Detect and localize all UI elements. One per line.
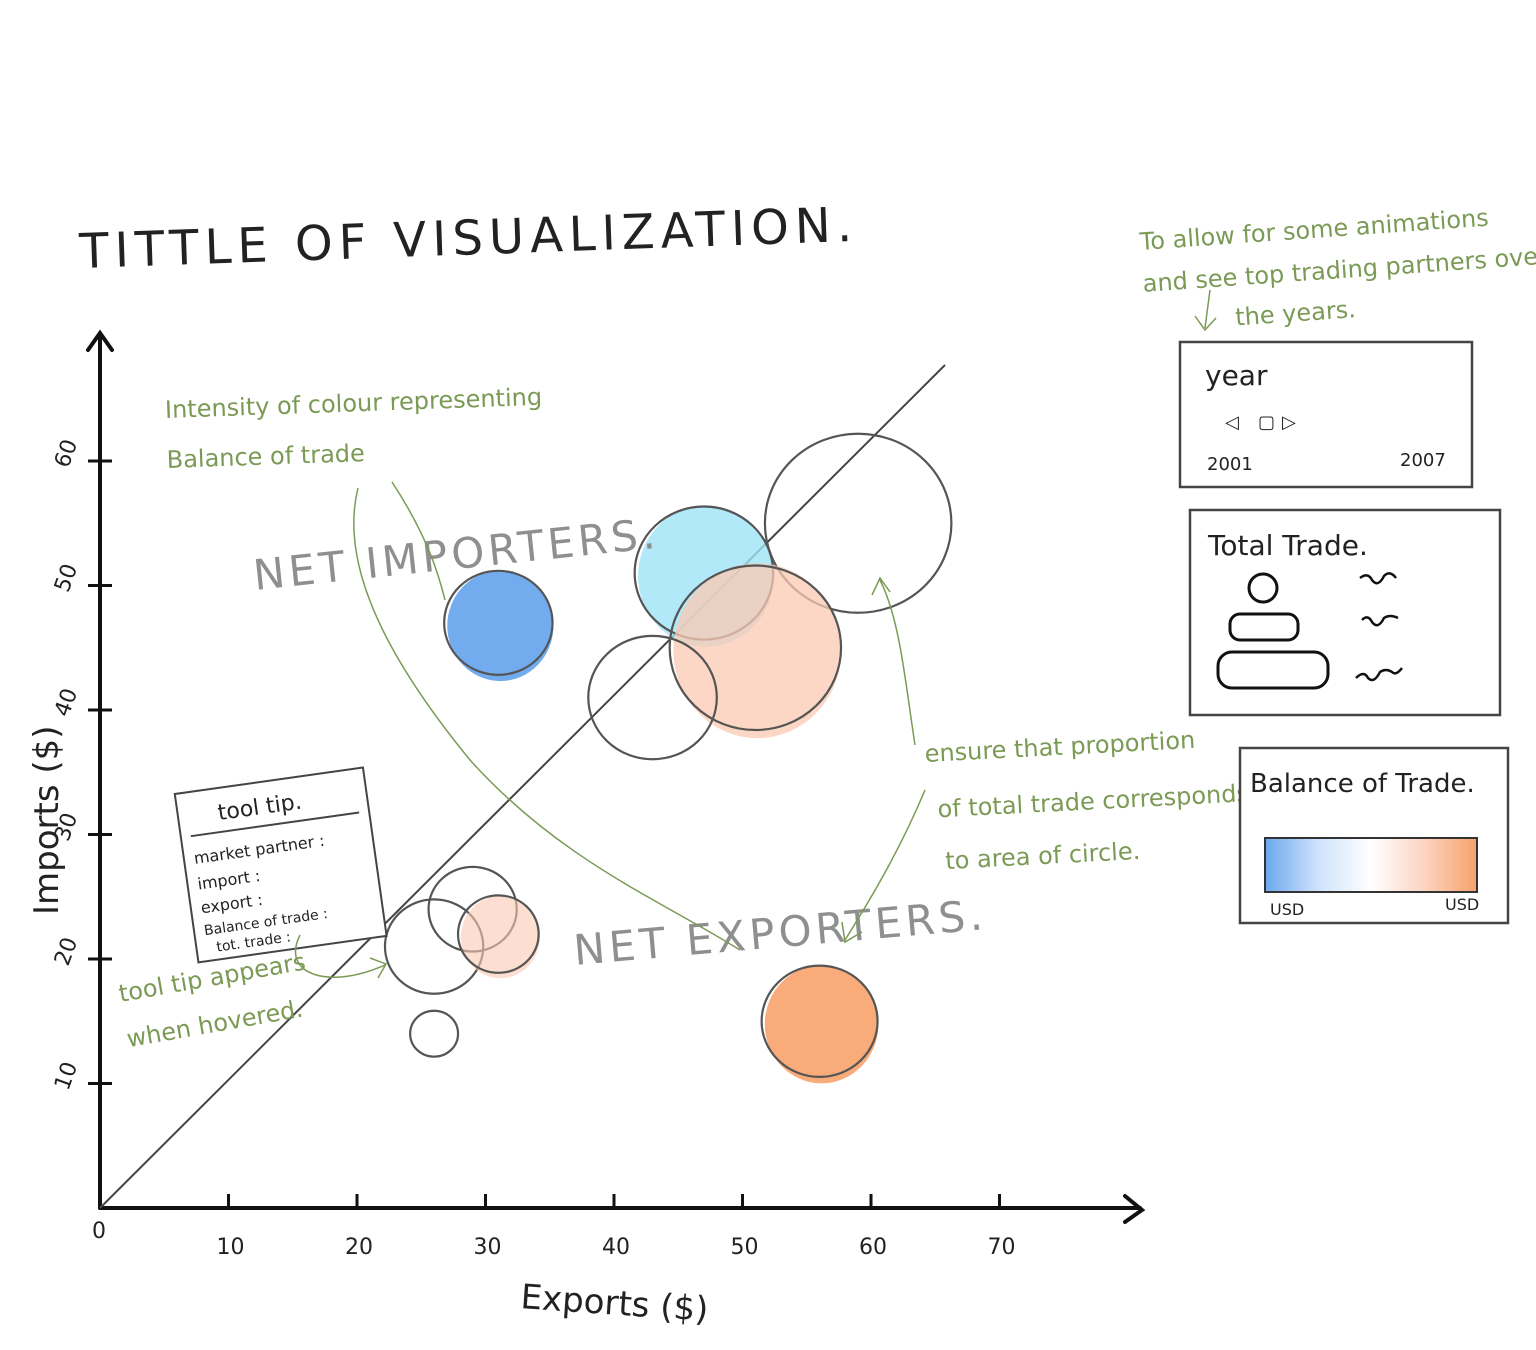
tooltip-mockup: tool tip. market partner : import : expo… bbox=[173, 766, 388, 964]
year-panel[interactable]: year ◁ ▢ ▷ 2001 2007 bbox=[1178, 340, 1474, 489]
x-tick-label: 70 bbox=[988, 1235, 1016, 1260]
year-panel-box bbox=[1178, 340, 1474, 489]
tooltip-hover-note: tool tip appears when hovered. bbox=[117, 947, 308, 1054]
x-tick-label: 20 bbox=[345, 1235, 373, 1260]
squiggle-icon bbox=[1359, 572, 1397, 585]
y-tick-label: 60 bbox=[50, 436, 83, 471]
chart-axes bbox=[86, 329, 1146, 1224]
animation-note: To allow for some animations and see top… bbox=[1138, 204, 1536, 332]
color-intensity-note: Intensity of colour representing Balance… bbox=[165, 383, 543, 474]
next-icon[interactable]: ▷ bbox=[1282, 412, 1296, 433]
balance-color-ramp bbox=[1264, 837, 1478, 893]
note-line: To allow for some animations bbox=[1138, 204, 1490, 256]
bubble-layer bbox=[383, 432, 953, 1084]
net-importers-label: NET IMPORTERS. bbox=[251, 509, 661, 600]
balance-title: Balance of Trade. bbox=[1250, 769, 1475, 799]
squiggle-icon bbox=[1355, 667, 1403, 682]
curved-arrow-icon bbox=[353, 487, 741, 951]
squiggle-icon bbox=[1361, 614, 1399, 627]
bubble-outline[interactable] bbox=[587, 634, 718, 761]
note-line: when hovered. bbox=[125, 995, 305, 1054]
bubble-outline[interactable] bbox=[456, 894, 540, 974]
chart-title: TITTLE OF VISUALIZATION. bbox=[77, 197, 858, 280]
y-tick-label: 20 bbox=[50, 934, 83, 969]
x-tick-label: 50 bbox=[731, 1235, 759, 1260]
bubble-outline[interactable] bbox=[409, 1009, 460, 1058]
curved-arrow-icon bbox=[294, 934, 388, 979]
x-tick-label: 60 bbox=[859, 1235, 887, 1260]
x-tick-label: 30 bbox=[474, 1235, 502, 1260]
curved-arrow-icon bbox=[871, 576, 916, 746]
note-line: Intensity of colour representing bbox=[165, 383, 543, 424]
x-axis-arrow bbox=[1123, 1194, 1146, 1224]
x-tick-label: 40 bbox=[602, 1235, 630, 1260]
total-trade-title: Total Trade. bbox=[1207, 529, 1368, 562]
bubble-fill[interactable] bbox=[447, 570, 554, 682]
reference-line bbox=[99, 364, 946, 1209]
bubble-fill[interactable] bbox=[673, 563, 842, 739]
y-tick-label: 50 bbox=[50, 561, 83, 596]
bubble-fill[interactable] bbox=[460, 895, 540, 979]
bubble-fill[interactable] bbox=[764, 965, 879, 1084]
area-note: ensure that proportion of total trade co… bbox=[924, 726, 1250, 875]
year-end: 2007 bbox=[1400, 450, 1446, 471]
size-legend-small bbox=[1247, 572, 1279, 604]
bubble-outline[interactable] bbox=[668, 564, 843, 732]
x-tick-label: 0 bbox=[92, 1219, 106, 1244]
note-line: ensure that proportion bbox=[924, 726, 1196, 768]
size-legend-medium bbox=[1228, 612, 1300, 642]
note-line: of total trade corresponds bbox=[937, 779, 1250, 823]
x-tick-label: 10 bbox=[217, 1235, 245, 1260]
y-axis-label: Imports ($) bbox=[27, 725, 67, 915]
balance-right-label: USD bbox=[1445, 895, 1479, 914]
bubble-outline[interactable] bbox=[763, 432, 953, 614]
prev-icon[interactable]: ◁ bbox=[1225, 412, 1239, 433]
pause-icon[interactable]: ▢ bbox=[1258, 412, 1275, 433]
year-label: year bbox=[1205, 359, 1268, 392]
down-arrow-icon bbox=[1194, 289, 1217, 332]
bubble-outline[interactable] bbox=[760, 964, 879, 1078]
y-tick-label: 40 bbox=[50, 685, 83, 720]
total-trade-legend: Total Trade. bbox=[1188, 508, 1502, 717]
note-line: the years. bbox=[1234, 295, 1356, 331]
x-axis-ticks: 0 10 20 30 40 50 60 70 bbox=[92, 1194, 1016, 1260]
tooltip-divider bbox=[190, 811, 360, 838]
x-axis-label: Exports ($) bbox=[519, 1277, 709, 1330]
net-exporters-label: NET EXPORTERS. bbox=[572, 890, 989, 975]
curved-arrow-icon bbox=[391, 481, 446, 601]
balance-box bbox=[1238, 746, 1510, 925]
note-line: to area of circle. bbox=[945, 837, 1141, 875]
curved-arrow-icon bbox=[841, 789, 926, 944]
y-axis-arrow bbox=[86, 329, 114, 352]
year-start: 2001 bbox=[1207, 454, 1253, 475]
y-tick-label: 10 bbox=[50, 1059, 83, 1094]
balance-of-trade-legend: Balance of Trade. USD USD bbox=[1238, 746, 1510, 925]
bubble-outline[interactable] bbox=[443, 569, 554, 676]
size-legend-large bbox=[1216, 650, 1330, 690]
balance-left-label: USD bbox=[1270, 900, 1304, 919]
note-line: Balance of trade bbox=[166, 439, 365, 474]
